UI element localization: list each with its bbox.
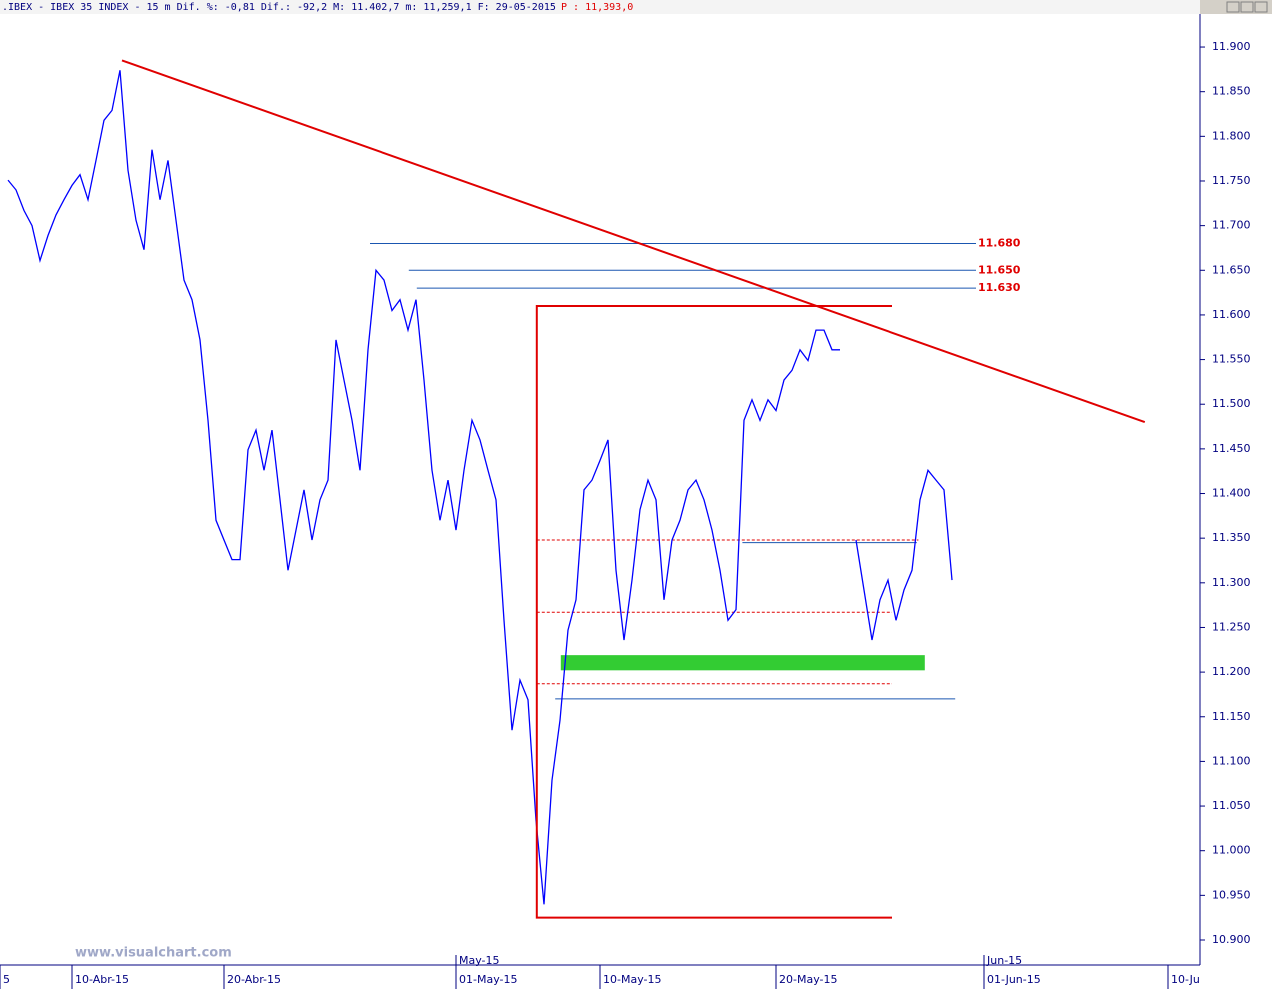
level-label: 11.630 [978, 281, 1021, 294]
y-tick-label: 11.350 [1212, 531, 1251, 544]
y-tick-label: 11.500 [1212, 397, 1251, 410]
y-tick-label: 11.150 [1212, 710, 1251, 723]
price-line [7, 70, 953, 905]
y-tick-label: 11.300 [1212, 576, 1251, 589]
x-tick-label: 10-May-15 [603, 973, 661, 986]
y-tick-label: 11.850 [1212, 85, 1251, 98]
y-tick-label: 11.200 [1212, 665, 1251, 678]
y-tick-label: 11.000 [1212, 844, 1251, 857]
x-tick-label: 5 [3, 973, 10, 986]
header-bar [0, 0, 1200, 14]
watermark: www.visualchart.com [75, 946, 232, 961]
header-price: P : 11,393,0 [561, 2, 633, 13]
y-tick-label: 10.950 [1212, 888, 1251, 901]
range-box [535, 304, 892, 919]
y-tick-label: 11.100 [1212, 754, 1251, 767]
maximize-button[interactable] [1240, 1, 1254, 13]
y-tick-label: 11.450 [1212, 442, 1251, 455]
close-button[interactable] [1254, 1, 1268, 13]
level-label: 11.650 [978, 263, 1021, 276]
x-tick-label: 20-Abr-15 [227, 973, 281, 986]
y-tick-label: 11.750 [1212, 174, 1251, 187]
x-tick-label: 10-Ju [1171, 973, 1200, 986]
trend-line [121, 59, 1146, 424]
y-tick-label: 11.900 [1212, 40, 1251, 53]
y-tick-label: 11.250 [1212, 620, 1251, 633]
y-tick-label: 11.650 [1212, 263, 1251, 276]
minimize-button[interactable] [1226, 1, 1240, 13]
window-buttons [1200, 0, 1272, 14]
x-tick-label: 10-Abr-15 [75, 973, 129, 986]
month-label: May-15 [459, 954, 500, 967]
level-label: 11.680 [978, 236, 1021, 249]
x-tick-label: 01-May-15 [459, 973, 517, 986]
support-zone [560, 655, 925, 671]
header-text: .IBEX - IBEX 35 INDEX - 15 m Dif. %: -0,… [2, 2, 556, 13]
y-tick-label: 10.900 [1212, 933, 1251, 946]
y-tick-label: 11.550 [1212, 353, 1251, 366]
y-tick-label: 11.800 [1212, 129, 1251, 142]
y-tick-label: 11.400 [1212, 487, 1251, 500]
y-tick-label: 11.600 [1212, 308, 1251, 321]
x-tick-label: 01-Jun-15 [987, 973, 1041, 986]
month-label: Jun-15 [986, 954, 1022, 967]
y-tick-label: 11.050 [1212, 799, 1251, 812]
y-tick-label: 11.700 [1212, 219, 1251, 232]
x-tick-label: 20-May-15 [779, 973, 837, 986]
